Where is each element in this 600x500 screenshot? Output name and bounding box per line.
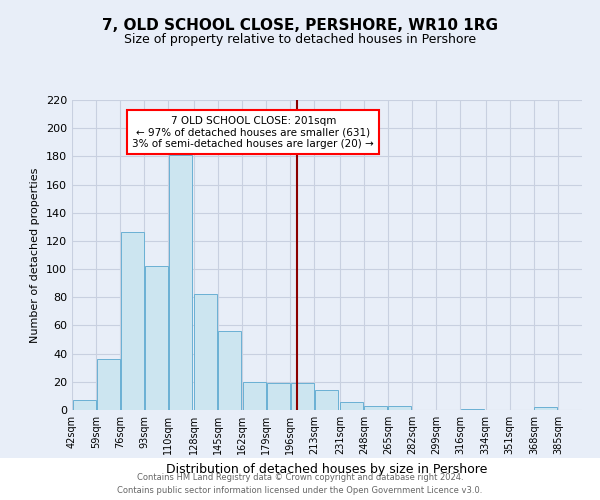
Bar xyxy=(340,402,363,410)
Bar xyxy=(388,406,412,410)
Bar xyxy=(535,407,557,410)
Bar xyxy=(194,294,217,410)
Bar xyxy=(145,266,168,410)
Bar xyxy=(291,383,314,410)
Bar xyxy=(364,406,388,410)
Bar xyxy=(73,400,95,410)
Bar xyxy=(315,390,338,410)
Bar xyxy=(461,408,484,410)
Text: 7, OLD SCHOOL CLOSE, PERSHORE, WR10 1RG: 7, OLD SCHOOL CLOSE, PERSHORE, WR10 1RG xyxy=(102,18,498,32)
Text: Contains HM Land Registry data © Crown copyright and database right 2024.: Contains HM Land Registry data © Crown c… xyxy=(137,472,463,482)
Text: Size of property relative to detached houses in Pershore: Size of property relative to detached ho… xyxy=(124,32,476,46)
Bar xyxy=(121,232,143,410)
Y-axis label: Number of detached properties: Number of detached properties xyxy=(31,168,40,342)
Bar xyxy=(242,382,266,410)
Text: Contains public sector information licensed under the Open Government Licence v3: Contains public sector information licen… xyxy=(118,486,482,495)
Bar xyxy=(97,360,119,410)
Bar xyxy=(218,331,241,410)
Bar xyxy=(266,383,290,410)
X-axis label: Distribution of detached houses by size in Pershore: Distribution of detached houses by size … xyxy=(166,462,488,475)
Text: 7 OLD SCHOOL CLOSE: 201sqm
← 97% of detached houses are smaller (631)
3% of semi: 7 OLD SCHOOL CLOSE: 201sqm ← 97% of deta… xyxy=(133,116,374,148)
Bar xyxy=(169,155,192,410)
